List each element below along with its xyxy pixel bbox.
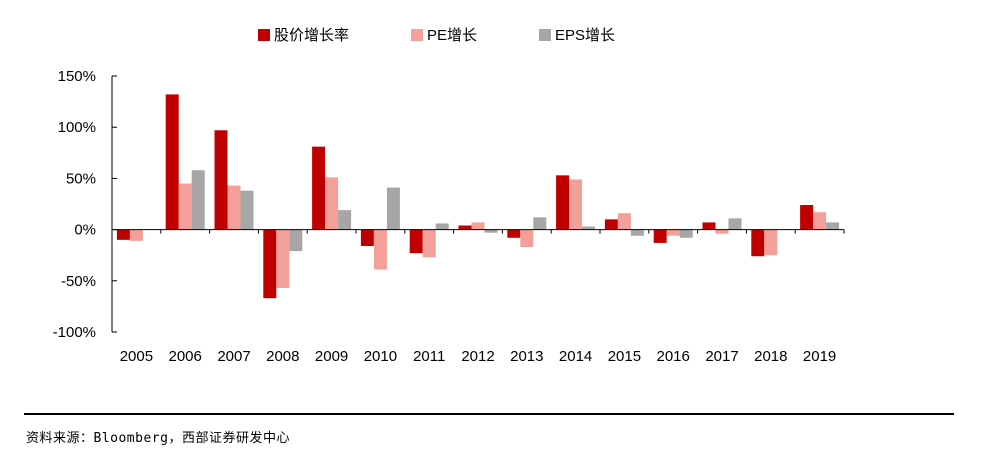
- bar-EPS增长-2006: [191, 170, 205, 230]
- bar-EPS增长-2012: [484, 229, 498, 233]
- bar-股价增长率-2005: [116, 229, 130, 240]
- bar-EPS增长-2019: [826, 222, 840, 230]
- bar-PE增长-2016: [666, 229, 680, 236]
- legend-item-stock-price-growth: 股价增长率: [258, 24, 349, 45]
- x-tick-label: 2017: [705, 348, 738, 365]
- legend-item-eps-growth: EPS增长: [539, 24, 615, 45]
- bar-PE增长-2010: [373, 229, 387, 270]
- x-tick-label: 2011: [413, 348, 445, 365]
- bar-PE增长-2019: [813, 212, 827, 230]
- bar-股价增长率-2010: [360, 229, 374, 246]
- bar-PE增长-2008: [276, 229, 290, 288]
- bar-股价增长率-2015: [604, 219, 618, 230]
- legend-label-eps-growth: EPS增长: [555, 27, 616, 44]
- x-tick-label: 2015: [608, 348, 641, 365]
- bar-PE增长-2012: [471, 222, 485, 230]
- x-tick-label: 2016: [657, 348, 690, 365]
- bar-PE增长-2017: [715, 229, 729, 234]
- x-tick-label: 2009: [315, 348, 348, 365]
- bar-EPS增长-2013: [533, 217, 547, 230]
- bar-EPS增长-2017: [728, 218, 742, 230]
- bar-股价增长率-2006: [165, 94, 179, 230]
- y-tick-label: -100%: [53, 324, 96, 341]
- bar-股价增长率-2014: [556, 175, 570, 230]
- source-divider: [24, 413, 954, 415]
- legend-label-pe-growth: PE增长: [427, 27, 478, 44]
- y-tick-label: 50%: [66, 170, 96, 187]
- x-tick-label: 2018: [754, 348, 787, 365]
- legend-swatch-pe-growth: [411, 28, 424, 41]
- chart-legend: 股价增长率 PE增长 EPS增长: [258, 24, 677, 45]
- bar-股价增长率-2011: [409, 229, 423, 254]
- bar-PE增长-2013: [520, 229, 534, 248]
- y-tick-label: -50%: [61, 273, 96, 290]
- bar-股价增长率-2009: [312, 146, 326, 230]
- bar-股价增长率-2018: [751, 229, 765, 257]
- bar-PE增长-2015: [617, 213, 631, 230]
- bar-PE增长-2011: [422, 229, 436, 258]
- x-tick-label: 2008: [266, 348, 299, 365]
- bar-EPS增长-2015: [630, 229, 644, 236]
- bar-股价增长率-2013: [507, 229, 521, 238]
- bar-EPS增长-2007: [240, 190, 254, 230]
- bar-股价增长率-2016: [653, 229, 667, 243]
- y-tick-label: 0%: [74, 222, 96, 239]
- bar-股价增长率-2019: [800, 205, 814, 230]
- bar-股价增长率-2008: [263, 229, 277, 299]
- legend-item-pe-growth: PE增长: [411, 24, 477, 45]
- x-tick-label: 2007: [217, 348, 250, 365]
- bar-chart: 150% 100% 50% 0% -50% -100% 2005 2006 2007 2008 20…: [53, 68, 845, 365]
- x-tick-label: 2005: [120, 348, 153, 365]
- x-tick-label: 2013: [510, 348, 543, 365]
- x-tick-label: 2010: [364, 348, 397, 365]
- y-tick-label: 100%: [58, 119, 96, 136]
- bar-PE增长-2006: [178, 183, 192, 230]
- y-tick-label: 150%: [58, 68, 96, 85]
- bar-股价增长率-2007: [214, 130, 228, 230]
- legend-swatch-eps-growth: [539, 28, 552, 41]
- bar-PE增长-2014: [569, 179, 583, 230]
- x-tick-label: 2012: [461, 348, 494, 365]
- bar-PE增长-2005: [129, 229, 143, 241]
- bar-PE增长-2007: [227, 185, 241, 230]
- bar-PE增长-2018: [764, 229, 778, 256]
- legend-swatch-stock-price-growth: [258, 28, 270, 41]
- bar-股价增长率-2017: [702, 222, 716, 230]
- source-note: 资料来源：Bloomberg，西部证券研发中心: [26, 431, 290, 446]
- x-tick-label: 2014: [559, 348, 592, 365]
- bar-EPS增长-2008: [289, 229, 303, 252]
- x-tick-label: 2019: [803, 348, 836, 365]
- bar-EPS增长-2016: [679, 229, 693, 238]
- bar-股价增长率-2012: [458, 225, 472, 230]
- bar-EPS增长-2010: [386, 187, 400, 230]
- bar-PE增长-2009: [325, 177, 339, 230]
- bar-EPS增长-2011: [435, 223, 449, 230]
- bar-EPS增长-2009: [338, 210, 352, 230]
- x-tick-label: 2006: [169, 348, 202, 365]
- bar-EPS增长-2014: [582, 226, 596, 230]
- legend-label-stock-price-growth: 股价增长率: [274, 27, 350, 44]
